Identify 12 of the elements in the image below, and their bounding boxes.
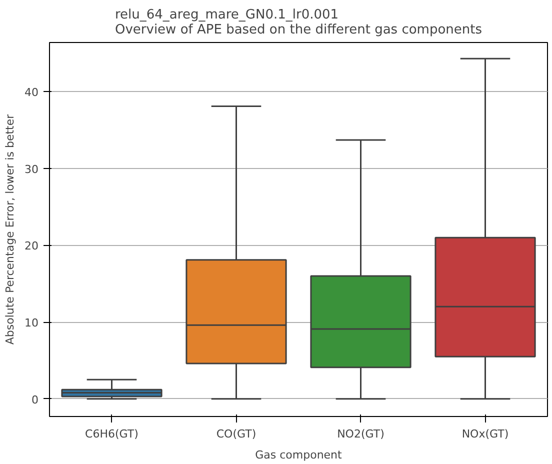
y-axis-title: Absolute Percentage Error, lower is better: [4, 114, 17, 345]
y-tick-label: 10: [24, 316, 39, 330]
x-tick-label: C6H6(GT): [85, 428, 138, 440]
x-tick-label: NOx(GT): [462, 428, 509, 440]
chart-title: relu_64_areg_mare_GN0.1_lr0.001 Overview of APE based on the different gas components: [114, 8, 482, 38]
x-tick-label: CO(GT): [216, 428, 256, 440]
x-tick-label: NO2(GT): [337, 428, 384, 440]
y-tick-label: 30: [24, 162, 39, 176]
x-axis-title: Gas component: [255, 448, 343, 462]
y-tick-label: 40: [24, 86, 39, 100]
y-tick-label: 20: [24, 240, 39, 253]
y-tick-label: 0: [32, 393, 38, 406]
